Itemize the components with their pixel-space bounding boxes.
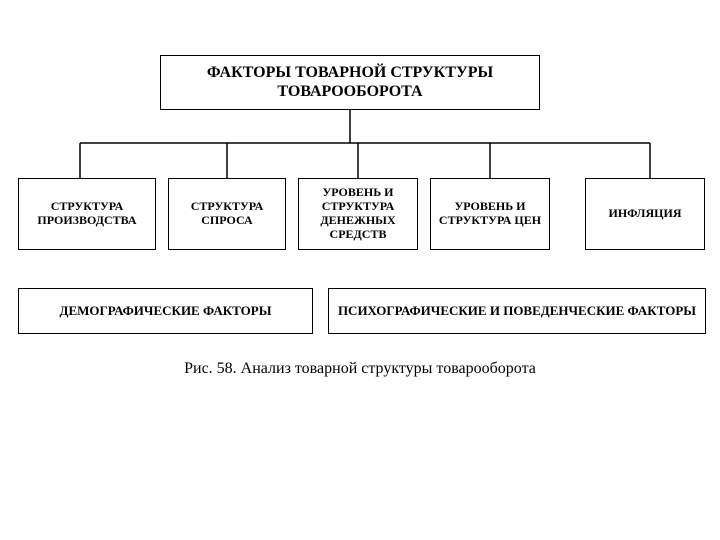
- diagram-canvas: ФАКТОРЫ ТОВАРНОЙ СТРУКТУРЫ ТОВАРООБОРОТА…: [0, 0, 720, 540]
- mid-node-2-label: УРОВЕНЬ И СТРУКТУРА ДЕНЕЖНЫХ СРЕДСТВ: [305, 186, 411, 241]
- root-node-label: ФАКТОРЫ ТОВАРНОЙ СТРУКТУРЫ ТОВАРООБОРОТА: [167, 64, 533, 101]
- bottom-node-0-label: ДЕМОГРАФИЧЕСКИЕ ФАКТОРЫ: [60, 304, 272, 319]
- figure-caption: Рис. 58. Анализ товарной структуры товар…: [0, 360, 720, 378]
- mid-node-4: ИНФЛЯЦИЯ: [585, 178, 705, 250]
- mid-node-0: СТРУКТУРА ПРОИЗВОДСТВА: [18, 178, 156, 250]
- mid-node-3-label: УРОВЕНЬ И СТРУКТУРА ЦЕН: [437, 200, 543, 228]
- figure-caption-text: Рис. 58. Анализ товарной структуры товар…: [184, 360, 536, 377]
- mid-node-2: УРОВЕНЬ И СТРУКТУРА ДЕНЕЖНЫХ СРЕДСТВ: [298, 178, 418, 250]
- bottom-node-1-label: ПСИХОГРАФИЧЕСКИЕ И ПОВЕДЕНЧЕСКИЕ ФАКТОРЫ: [338, 304, 696, 319]
- mid-node-0-label: СТРУКТУРА ПРОИЗВОДСТВА: [25, 200, 149, 228]
- mid-node-3: УРОВЕНЬ И СТРУКТУРА ЦЕН: [430, 178, 550, 250]
- mid-node-4-label: ИНФЛЯЦИЯ: [608, 207, 681, 221]
- bottom-node-1: ПСИХОГРАФИЧЕСКИЕ И ПОВЕДЕНЧЕСКИЕ ФАКТОРЫ: [328, 288, 706, 334]
- mid-node-1-label: СТРУКТУРА СПРОСА: [175, 200, 279, 228]
- bottom-node-0: ДЕМОГРАФИЧЕСКИЕ ФАКТОРЫ: [18, 288, 313, 334]
- root-node: ФАКТОРЫ ТОВАРНОЙ СТРУКТУРЫ ТОВАРООБОРОТА: [160, 55, 540, 110]
- mid-node-1: СТРУКТУРА СПРОСА: [168, 178, 286, 250]
